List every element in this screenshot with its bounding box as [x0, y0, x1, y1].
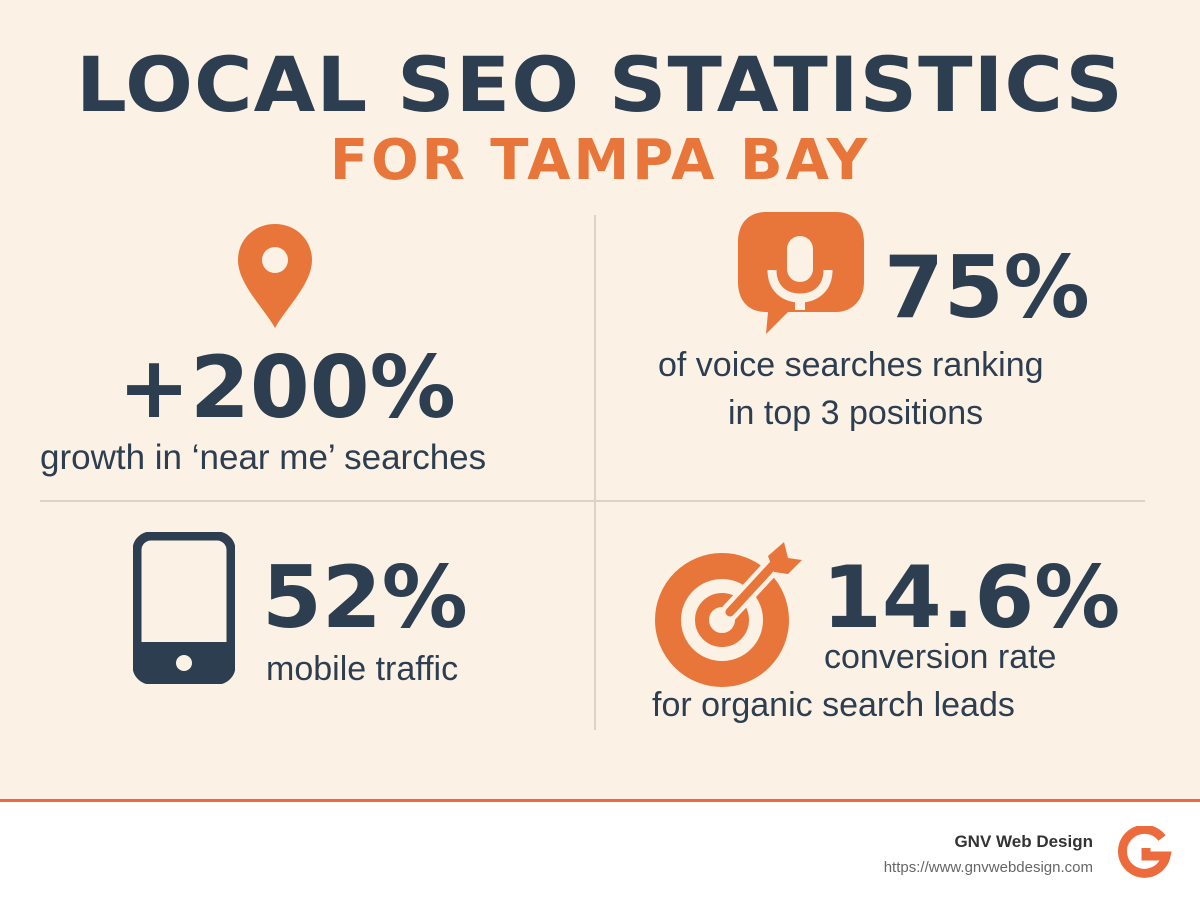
- vertical-divider: [594, 215, 596, 730]
- stat-label: mobile traffic: [266, 650, 459, 688]
- brand-logo-icon: [1118, 826, 1172, 878]
- brand-name: GNV Web Design: [954, 832, 1093, 851]
- footer-divider: [0, 799, 1200, 802]
- horizontal-divider: [40, 500, 1145, 502]
- voice-search-icon: [738, 212, 864, 334]
- stat-value: 52%: [262, 548, 468, 648]
- stat-label-line1: conversion rate: [824, 638, 1057, 676]
- stat-label-line1: of voice searches ranking: [658, 346, 1044, 384]
- page-subtitle: FOR TAMPA BAY: [329, 128, 871, 193]
- stat-label-line2: for organic search leads: [652, 686, 1015, 724]
- stat-label-line2: in top 3 positions: [728, 394, 984, 432]
- mobile-phone-icon: [133, 532, 235, 684]
- stat-label: growth in ‘near me’ searches: [40, 438, 487, 477]
- stat-value: 75%: [884, 238, 1090, 338]
- stat-value: +200%: [118, 338, 456, 438]
- brand-url: https://www.gnvwebdesign.com: [883, 859, 1093, 876]
- page-title: LOCAL SEO STATISTICS: [76, 40, 1124, 129]
- target-icon: [655, 542, 802, 687]
- stat-value: 14.6%: [822, 548, 1121, 648]
- location-pin-icon: [238, 224, 312, 328]
- infographic: LOCAL SEO STATISTICS FOR TAMPA BAY +200%…: [0, 0, 1200, 800]
